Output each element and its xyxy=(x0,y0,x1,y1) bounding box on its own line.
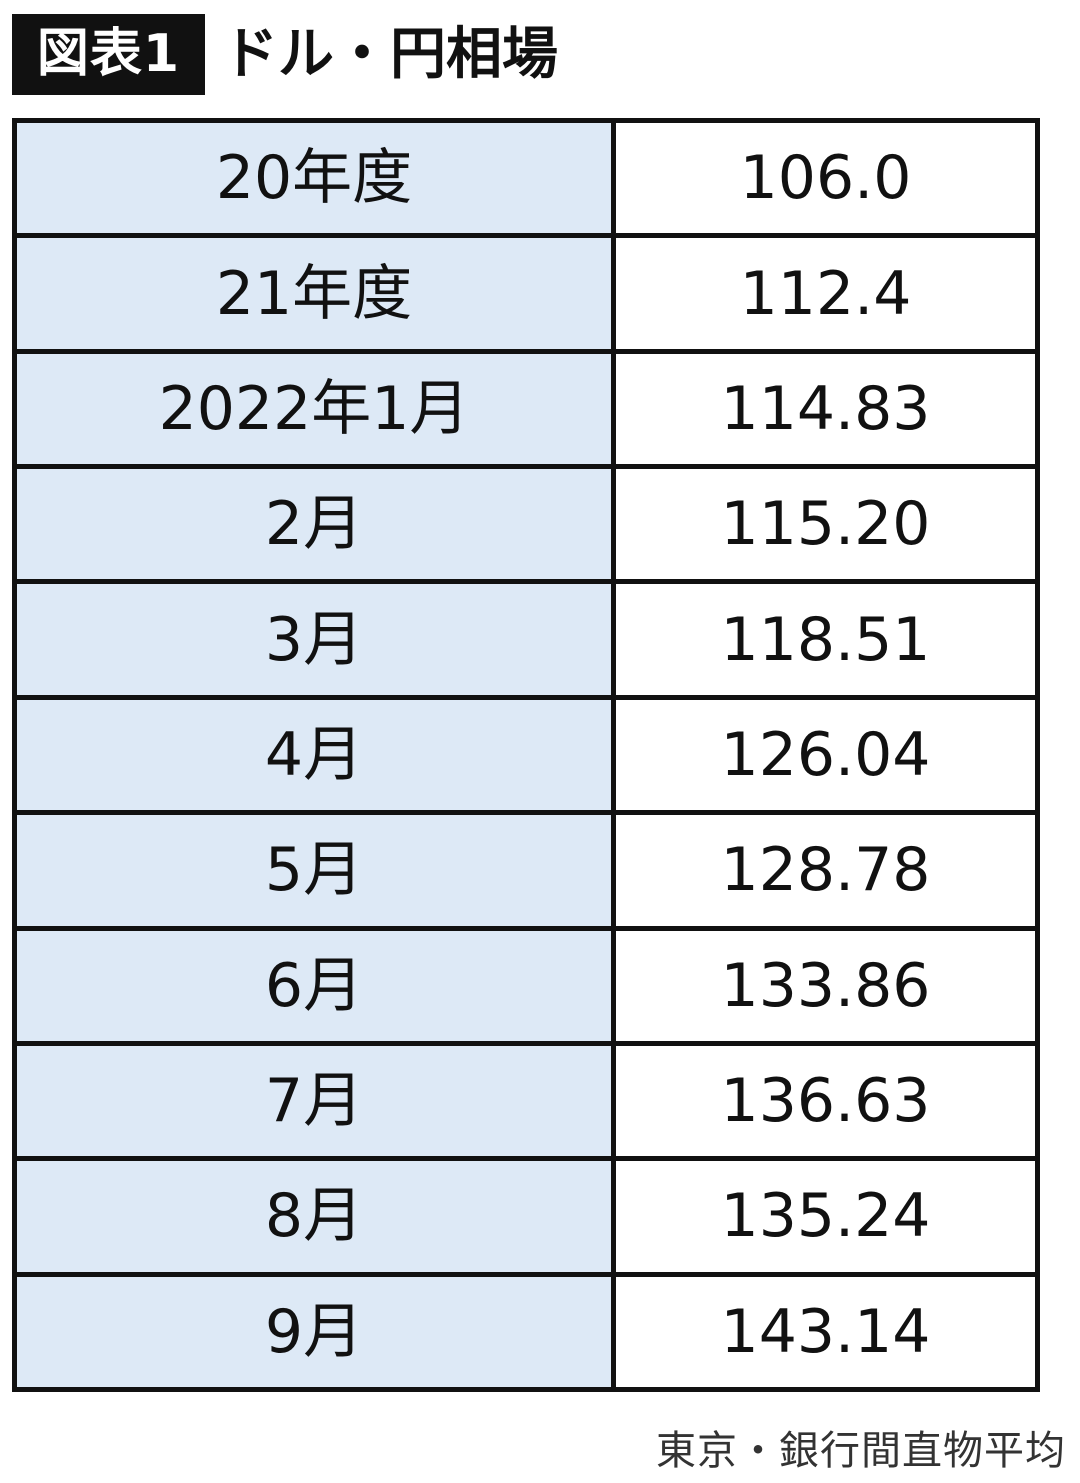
row-value: 114.83 xyxy=(611,348,1040,470)
table-row: 2月 115.20 xyxy=(12,464,1040,585)
row-label: 21年度 xyxy=(12,233,616,354)
row-label: 9月 xyxy=(12,1271,616,1393)
table-row: 3月 118.51 xyxy=(12,579,1040,700)
row-label: 7月 xyxy=(12,1040,616,1162)
row-label: 20年度 xyxy=(12,117,616,239)
row-label: 4月 xyxy=(12,694,616,816)
row-value: 128.78 xyxy=(611,810,1040,931)
source-note: 東京・銀行間直物平均 xyxy=(656,1428,1066,1474)
table-row: 2022年1月 114.83 xyxy=(12,348,1040,470)
table-row: 7月 136.63 xyxy=(12,1040,1040,1162)
table-row: 5月 128.78 xyxy=(12,810,1040,931)
row-label: 6月 xyxy=(12,925,616,1046)
table-row: 4月 126.04 xyxy=(12,694,1040,816)
row-value: 106.0 xyxy=(611,117,1040,239)
table-row: 21年度 112.4 xyxy=(12,233,1040,354)
row-value: 143.14 xyxy=(611,1271,1040,1393)
row-value: 112.4 xyxy=(611,233,1040,354)
table-row: 8月 135.24 xyxy=(12,1156,1040,1277)
table-row: 20年度 106.0 xyxy=(12,117,1040,239)
row-label: 2022年1月 xyxy=(12,348,616,470)
row-value: 135.24 xyxy=(611,1156,1040,1277)
row-value: 118.51 xyxy=(611,579,1040,700)
row-label: 5月 xyxy=(12,810,616,931)
row-value: 115.20 xyxy=(611,464,1040,585)
row-value: 136.63 xyxy=(611,1040,1040,1162)
table-row: 6月 133.86 xyxy=(12,925,1040,1046)
table-row: 9月 143.14 xyxy=(12,1271,1040,1393)
row-value: 133.86 xyxy=(611,925,1040,1046)
row-value: 126.04 xyxy=(611,694,1040,816)
row-label: 8月 xyxy=(12,1156,616,1277)
figure-badge: 図表1 xyxy=(12,14,205,95)
row-label: 2月 xyxy=(12,464,616,585)
row-label: 3月 xyxy=(12,579,616,700)
exchange-rate-table: 20年度 106.0 21年度 112.4 2022年1月 114.83 2月 115.20 3… xyxy=(12,117,1040,1393)
page-title: ドル・円相場 xyxy=(222,22,558,87)
